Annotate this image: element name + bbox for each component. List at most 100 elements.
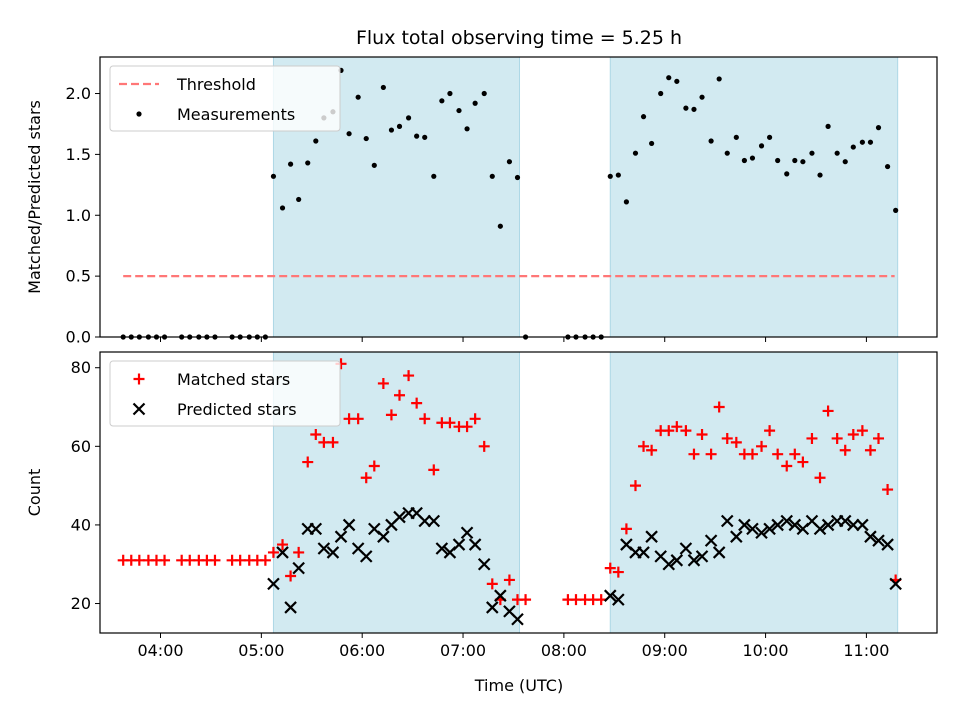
predicted-stars-point xyxy=(477,557,491,571)
predicted-stars-point xyxy=(662,557,676,571)
matched-stars-point xyxy=(772,448,784,460)
measurement-point xyxy=(489,173,495,179)
matched-stars-point xyxy=(360,472,372,484)
matched-stars-point xyxy=(385,409,397,421)
shaded-interval xyxy=(609,56,899,338)
measurement-point xyxy=(464,126,470,132)
measurement-point xyxy=(607,173,613,179)
matched-stars-point xyxy=(293,546,305,558)
matched-stars-point xyxy=(696,429,708,441)
predicted-stars-point xyxy=(460,526,474,540)
legend-swatch xyxy=(136,111,142,117)
y-tick-label: 60 xyxy=(71,437,91,456)
measurement-point xyxy=(767,134,773,140)
plot-frame xyxy=(99,56,938,338)
matched-stars-point xyxy=(486,578,498,590)
predicted-stars-point xyxy=(720,514,734,528)
legend-label: Measurements xyxy=(177,105,295,124)
legend-label: Threshold xyxy=(176,75,256,94)
matched-stars-point xyxy=(368,460,380,472)
predicted-stars-point xyxy=(821,518,835,532)
predicted-stars-point xyxy=(780,514,794,528)
matched-stars-point xyxy=(394,389,406,401)
legend-swatch xyxy=(133,373,145,385)
matched-stars-point xyxy=(604,562,616,574)
predicted-stars-point xyxy=(670,554,684,567)
measurement-point xyxy=(893,207,899,213)
matched-stars-point xyxy=(478,440,490,452)
predicted-stars-point xyxy=(889,577,902,591)
matched-stars-point xyxy=(688,448,700,460)
measurement-point xyxy=(792,157,798,164)
measurement-point xyxy=(296,196,302,203)
predicted-stars-point xyxy=(746,522,759,536)
matched-stars-point xyxy=(159,554,171,566)
matched-stars-point xyxy=(663,425,675,437)
measurement-point xyxy=(380,84,386,91)
matched-stars-point xyxy=(746,448,758,460)
measurement-point xyxy=(749,155,756,161)
measurement-point xyxy=(733,134,739,140)
measurement-point xyxy=(875,125,882,131)
matched-stars-point xyxy=(789,448,801,460)
predicted-stars-point xyxy=(468,538,482,551)
measurement-point xyxy=(817,172,823,178)
predicted-stars-point xyxy=(645,530,658,543)
predicted-stars-point xyxy=(687,554,701,567)
measurement-point xyxy=(850,144,856,150)
measurement-point xyxy=(842,159,848,165)
predicted-stars-point xyxy=(637,546,650,559)
matched-stars-point xyxy=(864,444,876,456)
measurement-point xyxy=(388,127,395,133)
x-tick-label: 11:00 xyxy=(843,641,889,660)
y-axis-label: Matched/Predicted stars xyxy=(25,100,44,294)
predicted-stars-point xyxy=(284,601,297,614)
measurement-point xyxy=(615,172,621,178)
predicted-stars-point xyxy=(276,546,289,559)
measurement-point xyxy=(414,133,420,139)
x-tick-label: 06:00 xyxy=(339,641,385,660)
matched-stars-point xyxy=(259,554,271,566)
measurement-point xyxy=(716,76,722,82)
matched-stars-point xyxy=(638,440,650,452)
measurement-point xyxy=(784,171,790,177)
measurement-point xyxy=(355,94,361,100)
measurement-point xyxy=(666,75,672,81)
measurement-point xyxy=(270,173,277,179)
x-tick-label: 05:00 xyxy=(238,641,284,660)
matched-stars-point xyxy=(411,397,423,409)
matched-stars-point xyxy=(882,484,894,496)
matched-stars-point xyxy=(469,413,481,425)
measurement-point xyxy=(431,173,437,179)
y-tick-label: 20 xyxy=(71,594,91,613)
measurement-point xyxy=(371,162,377,168)
matched-stars-point xyxy=(377,377,389,389)
measurement-point xyxy=(405,115,412,121)
matched-stars-point xyxy=(730,436,742,448)
shaded-interval xyxy=(609,351,899,634)
predicted-stars-point xyxy=(486,601,499,614)
predicted-stars-point xyxy=(838,514,852,528)
predicted-stars-point xyxy=(679,542,693,555)
matched-stars-point xyxy=(839,444,851,456)
matched-stars-point xyxy=(327,436,339,448)
matched-stars-point xyxy=(620,523,632,535)
measurement-point xyxy=(691,106,697,112)
matched-stars-point xyxy=(764,425,776,437)
y-tick-label: 2.0 xyxy=(66,84,91,103)
measurement-point xyxy=(396,123,403,129)
predicted-stars-point xyxy=(603,589,617,602)
matched-stars-point xyxy=(756,440,768,452)
matched-stars-point xyxy=(721,432,733,444)
matched-stars-point xyxy=(822,405,834,417)
predicted-stars-point xyxy=(292,561,305,575)
predicted-stars-point xyxy=(359,550,373,563)
matched-stars-point xyxy=(629,480,641,492)
measurement-point xyxy=(809,150,815,156)
matched-stars-point xyxy=(444,417,456,429)
x-axis-label: Time (UTC) xyxy=(474,676,563,695)
measurement-point xyxy=(472,100,478,106)
bottom-panel: 20 40 60 80 04:00 05:00 06:00 07:00 08:00 09:00 10… xyxy=(25,351,938,660)
y-tick-label: 80 xyxy=(71,358,91,377)
measurement-point xyxy=(884,163,891,170)
